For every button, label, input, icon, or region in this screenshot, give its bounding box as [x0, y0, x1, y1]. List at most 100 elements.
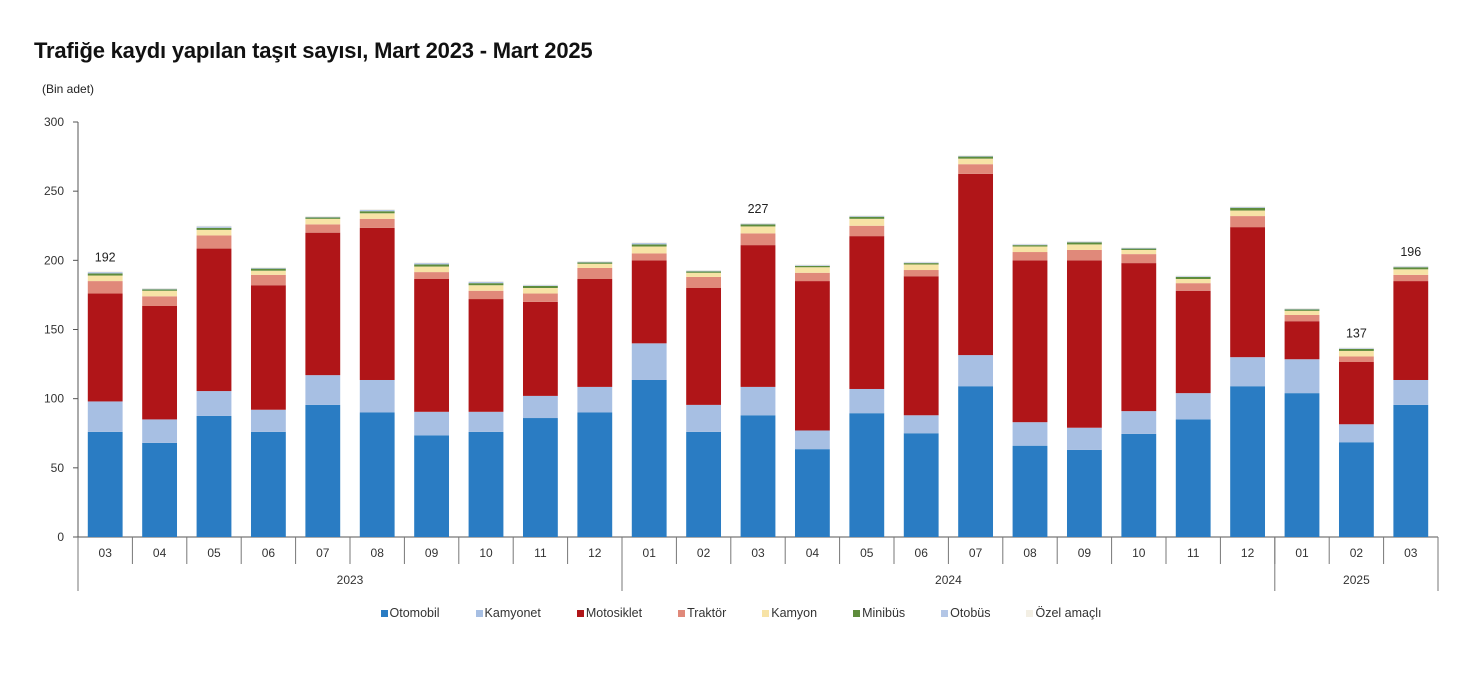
year-group-label: 2025: [1343, 573, 1370, 587]
x-tick-label: 03: [99, 546, 113, 560]
x-tick-label: 09: [1078, 546, 1092, 560]
bar-segment-motosiklet: [1230, 227, 1266, 358]
bar-segment-kamyon: [794, 267, 830, 273]
bar-segment-otob-s: [1066, 241, 1102, 243]
bar-segment--zel-ama-l-: [1338, 347, 1374, 349]
bar-segment-trakt-r: [522, 293, 558, 302]
bar-segment--zel-ama-l-: [740, 222, 776, 224]
bar-segment-otomobil: [250, 431, 286, 537]
bar-segment-otob-s: [740, 223, 776, 225]
bar-segment--zel-ama-l-: [903, 261, 939, 263]
bar-segment-otomobil: [305, 404, 341, 537]
bar-segment-kamyon: [522, 288, 558, 294]
bar-segment-motosiklet: [468, 299, 504, 412]
legend-label: Motosiklet: [585, 606, 643, 620]
bar-segment-minib-s: [631, 244, 667, 247]
bar-segment--zel-ama-l-: [631, 242, 667, 244]
legend-swatch: [380, 609, 388, 617]
bar-segment-kamyon: [87, 275, 123, 282]
bar-segment--zel-ama-l-: [1284, 308, 1320, 309]
bar-segment-otomobil: [631, 379, 667, 537]
bar-segment-motosiklet: [903, 276, 939, 416]
bar-segment-kamyon: [142, 290, 178, 297]
bar-segment-motosiklet: [522, 301, 558, 396]
legend-label: Kamyonet: [484, 606, 541, 620]
bar-segment-otob-s: [196, 226, 232, 228]
bar-segment-trakt-r: [1012, 252, 1048, 261]
x-tick-label: 12: [588, 546, 602, 560]
legend-swatch: [678, 609, 686, 617]
bar-segment-trakt-r: [686, 276, 722, 288]
bar-segment-kamyon: [849, 218, 885, 226]
x-tick-label: 05: [207, 546, 221, 560]
year-group-label: 2024: [935, 573, 962, 587]
bar-segment-kamyon: [1066, 244, 1102, 250]
bar-segment-minib-s: [414, 264, 450, 267]
bar-segment-otomobil: [1012, 445, 1048, 537]
bar-segment-trakt-r: [305, 224, 341, 233]
bar-segment-trakt-r: [958, 164, 994, 174]
bar-segment-kamyonet: [1338, 424, 1374, 443]
bar-segment--zel-ama-l-: [1066, 240, 1102, 242]
bar-segment-trakt-r: [740, 233, 776, 246]
bar-segment-trakt-r: [1175, 283, 1211, 291]
bar-segment-trakt-r: [1066, 249, 1102, 261]
bar-segment-trakt-r: [1230, 216, 1266, 228]
bar-segment-minib-s: [87, 273, 123, 276]
bar-segment-kamyonet: [359, 379, 395, 413]
bar-segment-otob-s: [1230, 207, 1266, 208]
bar-segment-minib-s: [1230, 207, 1266, 211]
bar-segment-kamyonet: [631, 343, 667, 380]
bar-segment-otomobil: [1284, 393, 1320, 537]
legend-swatch: [941, 609, 949, 617]
bar-segment-motosiklet: [305, 232, 341, 376]
legend-label: Kamyon: [771, 606, 818, 620]
bar-segment-kamyonet: [196, 391, 232, 416]
bar-segment-kamyon: [686, 272, 722, 277]
bar-segment-motosiklet: [250, 285, 286, 410]
bar-segment-kamyon: [1338, 350, 1374, 357]
x-tick-label: 12: [1241, 546, 1255, 560]
y-tick-label: 150: [44, 323, 64, 337]
x-tick-label: 06: [915, 546, 929, 560]
bar-segment-motosiklet: [1121, 263, 1157, 412]
bar-segment-otomobil: [849, 413, 885, 537]
legend-item: Minibüs: [853, 606, 905, 620]
bar-segment-kamyon: [250, 270, 286, 275]
bar-segment-otomobil: [794, 449, 830, 537]
bar-segment-motosiklet: [1338, 362, 1374, 425]
x-tick-label: 10: [1132, 546, 1146, 560]
x-tick-label: 03: [1404, 546, 1418, 560]
bar-segment-kamyon: [958, 158, 994, 165]
bar-segment-kamyonet: [1066, 427, 1102, 450]
bar-segment-minib-s: [1066, 242, 1102, 245]
bar-segment-trakt-r: [468, 290, 504, 300]
data-label-total: 192: [95, 250, 116, 264]
bar-segment-otob-s: [522, 285, 558, 286]
bar-segment-motosiklet: [577, 279, 613, 387]
bar-segment-minib-s: [740, 224, 776, 227]
y-tick-label: 100: [44, 392, 64, 406]
bar-segment-kamyon: [1230, 210, 1266, 217]
y-axis-unit-label: (Bin adet): [42, 82, 95, 96]
bar-segment-kamyonet: [958, 355, 994, 387]
bar-segment-motosiklet: [1393, 281, 1429, 380]
bar-segment-kamyonet: [1175, 393, 1211, 420]
bar-segment--zel-ama-l-: [1012, 243, 1048, 245]
x-tick-label: 01: [643, 546, 657, 560]
bar-segment-otob-s: [359, 209, 395, 212]
bar-segment-trakt-r: [577, 267, 613, 280]
bar-segment-otob-s: [1338, 348, 1374, 349]
bar-segment--zel-ama-l-: [305, 216, 341, 217]
bar-segment-otomobil: [522, 418, 558, 537]
legend-item: Otobüs: [941, 606, 990, 620]
x-tick-label: 10: [479, 546, 493, 560]
bar-segment-motosiklet: [849, 236, 885, 389]
bar-segment-motosiklet: [414, 279, 450, 412]
bar-segment-otomobil: [1393, 404, 1429, 537]
x-tick-label: 01: [1295, 546, 1309, 560]
bar-segment-otob-s: [1175, 276, 1211, 277]
bar-segment-otomobil: [1121, 433, 1157, 537]
data-label-total: 227: [748, 202, 769, 216]
